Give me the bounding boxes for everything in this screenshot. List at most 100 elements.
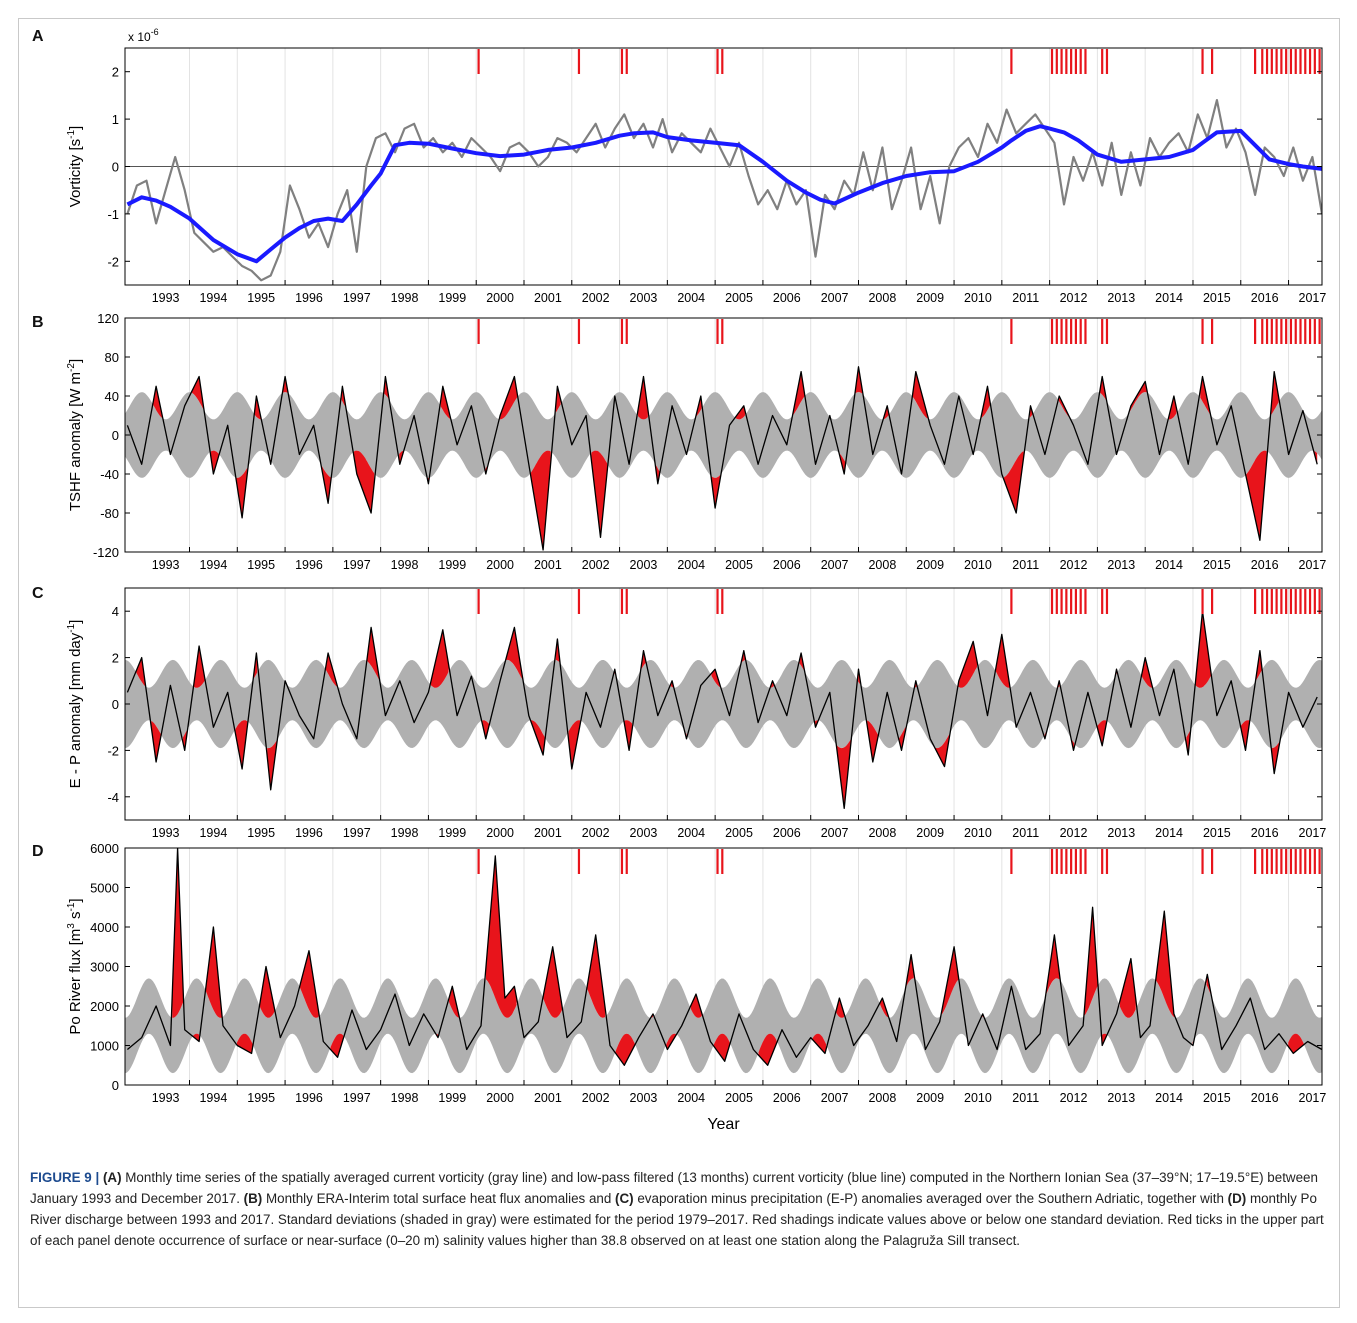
exceedance-above <box>1155 915 1175 1018</box>
x-tick-label: 1993 <box>152 558 180 572</box>
exceedance-above <box>499 377 518 420</box>
x-tick-label: 2007 <box>821 1091 849 1105</box>
y-tick-label: -4 <box>107 790 119 805</box>
x-tick-label: 2003 <box>630 558 658 572</box>
x-tick-label: 2000 <box>486 291 514 305</box>
exceedance-above <box>325 655 338 688</box>
x-tick-label: 2007 <box>821 558 849 572</box>
x-tick-label: 2007 <box>821 291 849 305</box>
exceedance-below <box>1097 720 1106 746</box>
x-tick-label: 1996 <box>295 826 323 840</box>
y-tick-label: 0 <box>112 697 119 712</box>
plot-area <box>125 99 1322 282</box>
y-axis-label-text: ] <box>67 620 84 624</box>
exceedance-above <box>981 388 990 419</box>
figure-label: FIGURE 9 | <box>30 1170 100 1185</box>
x-tick-label: 1996 <box>295 558 323 572</box>
x-tick-label: 2006 <box>773 1091 801 1105</box>
x-tick-label: 2009 <box>916 291 944 305</box>
exceedance-below <box>568 720 581 768</box>
y-tick-label: -120 <box>93 545 119 560</box>
x-tick-label: 2009 <box>916 558 944 572</box>
x-tick-label: 2010 <box>964 558 992 572</box>
exceedance-below <box>235 720 248 767</box>
panel-letter-a: A <box>32 28 44 45</box>
exceedance-below <box>812 1033 827 1053</box>
y-tick-label: -80 <box>100 506 119 521</box>
exceedance-above <box>941 948 959 1015</box>
x-tick-label: 2015 <box>1203 826 1231 840</box>
x-tick-label: 2006 <box>773 826 801 840</box>
y-tick-label: -2 <box>107 254 119 269</box>
x-tick-label: 2004 <box>677 1091 705 1105</box>
x-tick-label: 2017 <box>1299 826 1327 840</box>
y-tick-label: 1000 <box>90 1039 119 1054</box>
figure-frame <box>18 18 1340 1308</box>
y-axis-label-text: Vorticity [s <box>67 139 84 207</box>
y-tick-label: 4000 <box>90 920 119 935</box>
exceedance-below <box>353 450 375 511</box>
x-tick-label: 2016 <box>1251 1091 1279 1105</box>
x-tick-label: 2005 <box>725 291 753 305</box>
y-axis-label-text: s <box>67 911 84 923</box>
x-tick-label: 2015 <box>1203 1091 1231 1105</box>
exceedance-below <box>399 450 403 464</box>
caption-panel-ref: (A) <box>102 1170 122 1185</box>
exceedance-above <box>485 861 517 1018</box>
plot-area <box>125 366 1322 551</box>
x-tick-label: 2010 <box>964 1091 992 1105</box>
x-tick-label: 1994 <box>199 558 227 572</box>
x-tick-label: 2005 <box>725 1091 753 1105</box>
exceedance-below <box>655 465 660 484</box>
panel-letter-b: B <box>32 314 44 331</box>
x-tick-label: 2008 <box>868 558 896 572</box>
panel-letter-d: D <box>32 843 44 860</box>
exceedance-above <box>153 386 163 418</box>
exceedance-above <box>1128 382 1147 414</box>
x-tick-label: 2011 <box>1012 291 1039 305</box>
x-tick-label: 2002 <box>582 826 610 840</box>
x-tick-label: 2008 <box>868 1091 896 1105</box>
y-axis-label-text: E - P anomaly [mm day <box>67 632 84 788</box>
x-tick-label: 2001 <box>534 291 562 305</box>
x-tick-label: 1997 <box>343 558 371 572</box>
y-tick-label: 0 <box>112 160 119 175</box>
x-tick-label: 1997 <box>343 291 371 305</box>
x-tick-label: 1995 <box>247 1091 275 1105</box>
exceedance-above <box>1119 958 1136 1018</box>
x-tick-label: 2002 <box>582 291 610 305</box>
x-tick-label: 2009 <box>916 1091 944 1105</box>
x-tick-label: 2016 <box>1251 826 1279 840</box>
exceedance-below <box>591 450 608 537</box>
y-tick-label: 40 <box>105 389 119 404</box>
exceedance-below <box>1003 451 1024 512</box>
x-tick-label: 2010 <box>964 291 992 305</box>
x-tick-label: 2008 <box>868 291 896 305</box>
exceedance-above <box>1168 397 1177 420</box>
x-tick-label: 2004 <box>677 826 705 840</box>
x-tick-label: 2008 <box>868 826 896 840</box>
y-tick-label: 120 <box>97 311 119 326</box>
x-tick-label: 1998 <box>391 558 419 572</box>
x-tick-label: 1998 <box>391 826 419 840</box>
std-band <box>125 978 1322 1074</box>
exceedance-above <box>1195 614 1212 688</box>
caption-segment: Monthly time series of the spatially ave… <box>30 1170 1318 1206</box>
x-tick-label: 2011 <box>1012 826 1039 840</box>
x-tick-label: 2010 <box>964 826 992 840</box>
exponent-base: x 10 <box>128 30 151 44</box>
x-tick-label: 2017 <box>1299 291 1327 305</box>
x-tick-label: 2011 <box>1012 1091 1039 1105</box>
exceedance-below <box>867 720 878 762</box>
panel-c: -4 -2 0 2 4 1993 1994 1995 1996 1997 1998 1999 2000 2… <box>66 587 1327 840</box>
x-tick-label: 2002 <box>582 1091 610 1105</box>
exceedance-above <box>440 386 451 420</box>
y-axis-label-text: Po River flux [m <box>67 929 84 1035</box>
exceedance-below <box>898 726 906 750</box>
caption-segment: Monthly ERA-Interim total surface heat f… <box>262 1191 616 1206</box>
y-tick-label: 0 <box>112 428 119 443</box>
std-band <box>125 392 1322 478</box>
x-tick-label: 1999 <box>438 1091 466 1105</box>
y-tick-label: -1 <box>107 207 119 222</box>
